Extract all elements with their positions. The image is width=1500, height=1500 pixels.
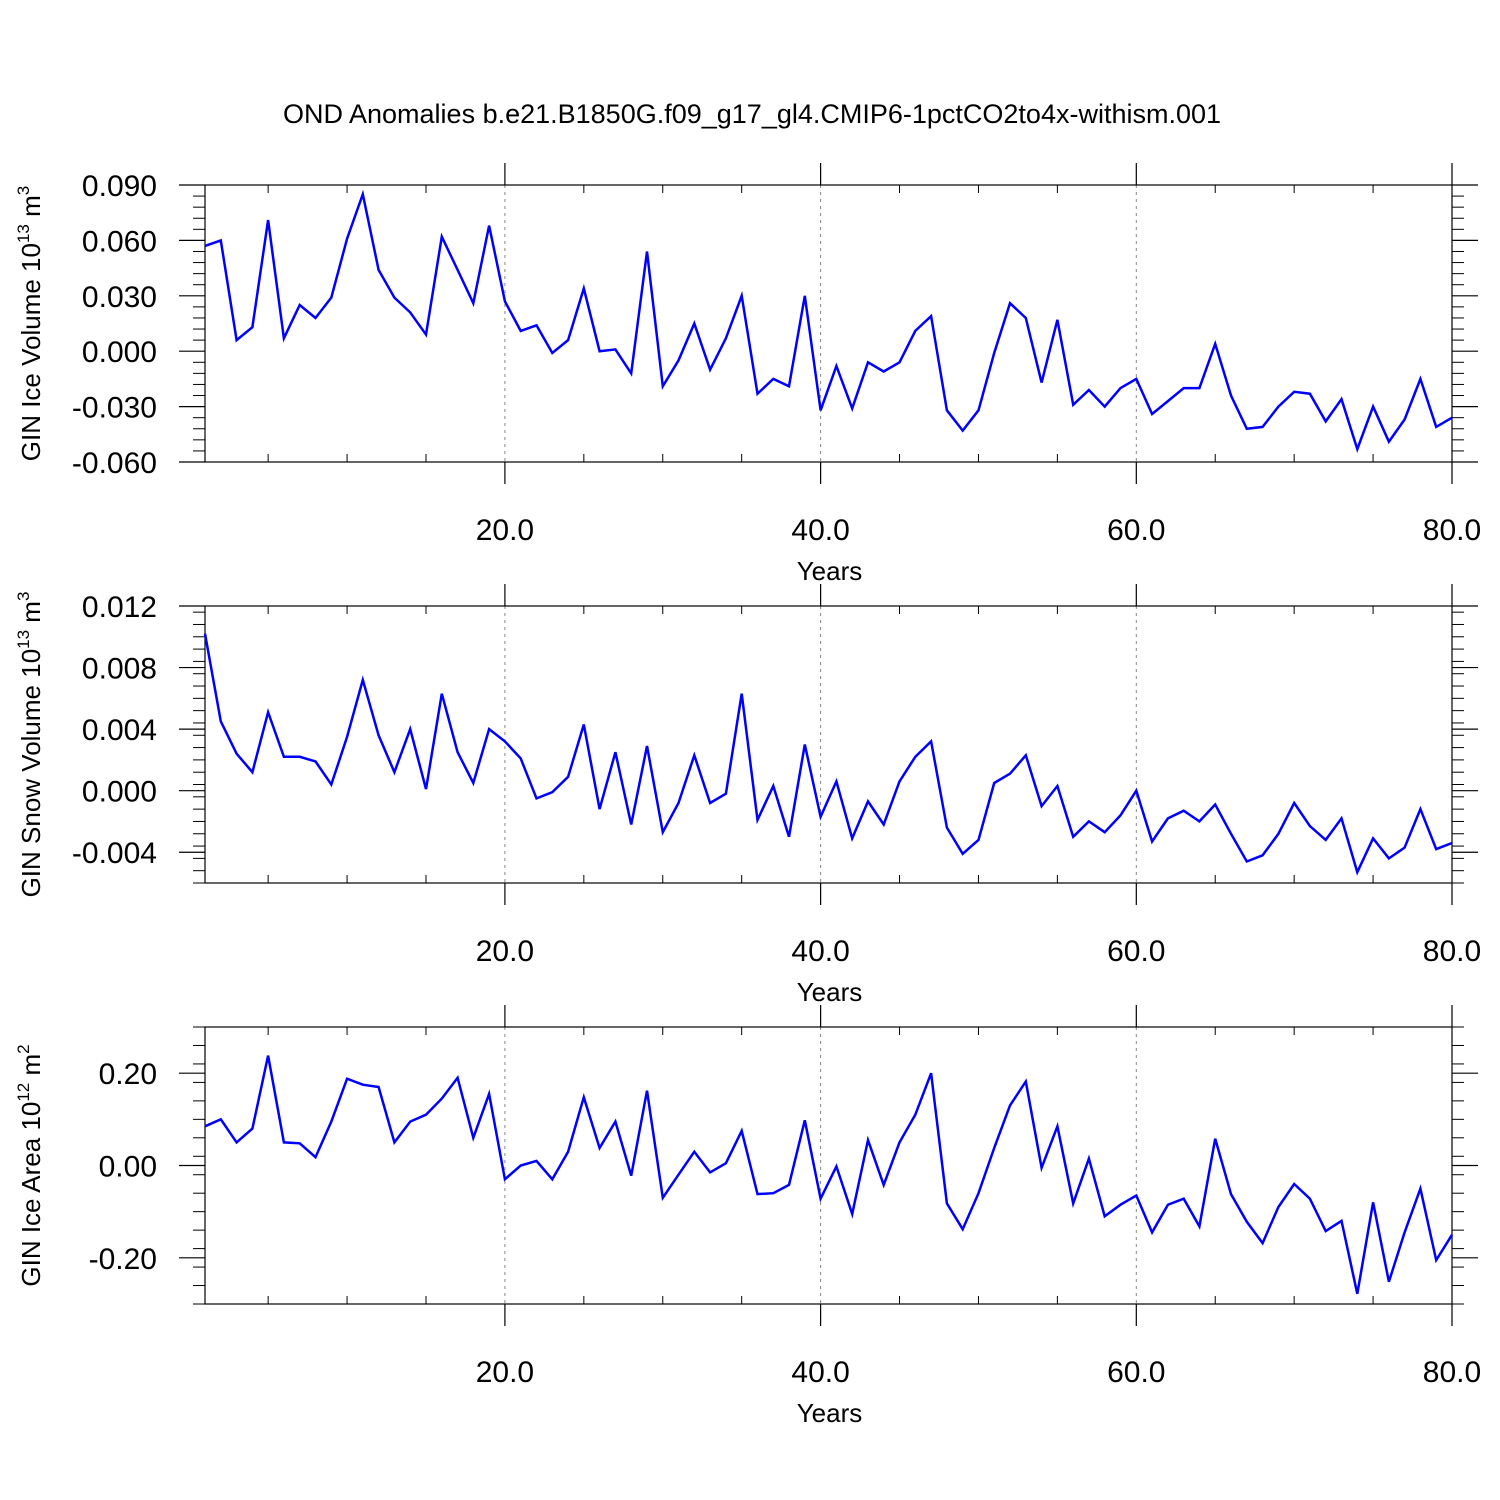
figure-title: OND Anomalies b.e21.B1850G.f09_g17_gl4.C… bbox=[283, 99, 1221, 129]
x-axis-label: Years bbox=[797, 1398, 863, 1428]
x-tick-label: 40.0 bbox=[791, 1356, 849, 1389]
panels: 20.0 40.0 60.0 80.0 0.090 0.060 0.030 0.000 -0.0… bbox=[14, 163, 1481, 1428]
x-tick-label: 60.0 bbox=[1107, 514, 1165, 547]
series-line bbox=[204, 1055, 1454, 1295]
y-axis-label-superscript: 3 bbox=[14, 592, 33, 601]
y-axis-label-text: m bbox=[16, 195, 46, 224]
y-axis-label-text: m bbox=[16, 1054, 46, 1083]
y-tick-label: 0.008 bbox=[82, 653, 157, 686]
y-axis-label-superscript: 2 bbox=[14, 1044, 33, 1053]
y-axis-label-superscript: 3 bbox=[14, 186, 33, 195]
x-tick-label: 40.0 bbox=[791, 935, 849, 968]
x-tick-label: 20.0 bbox=[476, 1356, 534, 1389]
panel-2: 20.0 40.0 60.0 80.0 0.012 0.008 0.004 0.000 -0.0… bbox=[14, 584, 1481, 1007]
y-tick-label: -0.20 bbox=[89, 1243, 157, 1276]
y-tick-label: 0.00 bbox=[99, 1151, 157, 1184]
y-tick-label: -0.060 bbox=[72, 447, 157, 480]
panel-3: 20.0 40.0 60.0 80.0 0.20 0.00 -0.20 Years GIN Ic… bbox=[14, 1005, 1481, 1428]
plot-frame bbox=[204, 605, 1453, 884]
plot-frame bbox=[204, 1026, 1453, 1305]
y-tick-label: 0.030 bbox=[82, 281, 157, 314]
y-axis-label-text: m bbox=[16, 601, 46, 630]
y-tick-label: -0.030 bbox=[72, 392, 157, 425]
x-tick-label: 60.0 bbox=[1107, 935, 1165, 968]
y-axis-label-text: GIN Ice Area 10 bbox=[16, 1102, 46, 1287]
y-tick-label: 0.090 bbox=[82, 170, 157, 203]
series-line bbox=[204, 189, 1453, 453]
y-axis-label: GIN Ice Volume 1013 m3 bbox=[14, 186, 46, 462]
y-tick-label: 0.060 bbox=[82, 225, 157, 258]
y-axis-label-superscript: 12 bbox=[14, 1083, 33, 1102]
y-tick-label: 0.000 bbox=[82, 336, 157, 369]
x-tick-label: 60.0 bbox=[1107, 1356, 1165, 1389]
y-axis-label-text: GIN Snow Volume 10 bbox=[16, 649, 46, 898]
y-tick-label: 0.20 bbox=[99, 1058, 157, 1091]
y-axis-label: GIN Ice Area 1012 m2 bbox=[14, 1044, 46, 1286]
y-tick-label: 0.000 bbox=[82, 776, 157, 809]
y-tick-label: 0.012 bbox=[82, 591, 157, 624]
y-axis-label-text: GIN Ice Volume 10 bbox=[16, 243, 46, 461]
x-tick-label: 20.0 bbox=[476, 935, 534, 968]
y-axis-label-superscript: 13 bbox=[14, 630, 33, 649]
x-tick-label: 80.0 bbox=[1423, 935, 1481, 968]
plot-frame bbox=[204, 184, 1453, 463]
panel-1: 20.0 40.0 60.0 80.0 0.090 0.060 0.030 0.000 -0.0… bbox=[14, 163, 1481, 586]
x-tick-label: 80.0 bbox=[1423, 514, 1481, 547]
y-tick-label: 0.004 bbox=[82, 714, 157, 747]
series-line bbox=[203, 633, 1453, 876]
x-tick-label: 80.0 bbox=[1423, 1356, 1481, 1389]
y-tick-label: -0.004 bbox=[72, 837, 157, 870]
x-axis-label: Years bbox=[797, 977, 863, 1007]
y-axis-label: GIN Snow Volume 1013 m3 bbox=[14, 592, 46, 898]
x-axis-label: Years bbox=[797, 556, 863, 586]
x-tick-label: 40.0 bbox=[791, 514, 849, 547]
x-tick-label: 20.0 bbox=[476, 514, 534, 547]
y-axis-label-superscript: 13 bbox=[14, 224, 33, 243]
